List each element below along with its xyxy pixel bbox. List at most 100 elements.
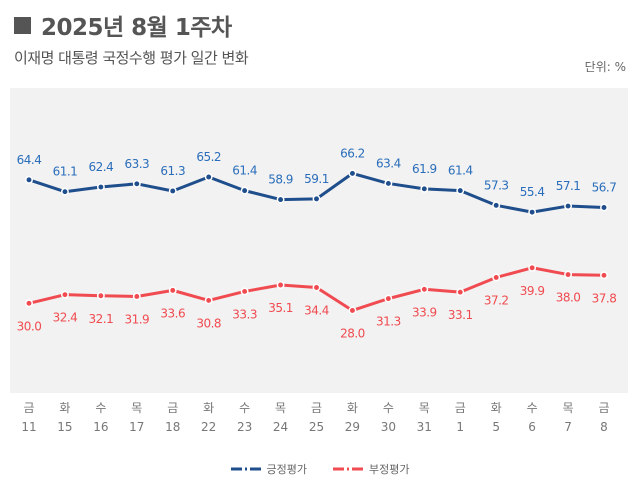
x-tick-label: 18 xyxy=(165,420,180,434)
data-point xyxy=(25,175,33,184)
data-point xyxy=(456,288,465,297)
data-label: 59.1 xyxy=(304,172,329,186)
data-label: 57.3 xyxy=(484,178,509,192)
data-label: 57.1 xyxy=(556,179,581,193)
data-point xyxy=(240,186,249,195)
data-label: 56.7 xyxy=(592,180,617,194)
x-tick-weekday: 금 xyxy=(455,401,466,415)
legend: 긍정평가 부정평가 xyxy=(0,461,640,477)
x-tick-label: 29 xyxy=(345,420,360,434)
x-tick-weekday: 금 xyxy=(311,401,322,415)
x-tick-label: 22 xyxy=(201,420,216,434)
x-tick-weekday: 화 xyxy=(59,401,70,415)
x-tick-label: 1 xyxy=(456,420,464,434)
data-label: 64.4 xyxy=(17,153,42,167)
data-point xyxy=(384,179,393,188)
data-point xyxy=(168,286,177,295)
unit-label: 단위: % xyxy=(584,60,626,74)
data-point xyxy=(60,290,69,299)
data-point xyxy=(204,296,213,305)
data-label: 35.1 xyxy=(268,301,293,315)
x-tick-weekday: 수 xyxy=(95,401,106,415)
data-point xyxy=(132,292,141,301)
x-tick-weekday: 수 xyxy=(527,401,538,415)
data-point xyxy=(420,285,429,294)
data-point xyxy=(528,263,537,272)
data-point xyxy=(348,169,357,178)
data-point xyxy=(276,281,285,289)
x-tick-label: 15 xyxy=(57,420,72,434)
data-label: 32.4 xyxy=(53,311,78,325)
x-tick-label: 7 xyxy=(564,420,572,434)
data-label: 61.9 xyxy=(412,162,437,176)
x-tick-weekday: 화 xyxy=(491,401,502,415)
data-label: 31.3 xyxy=(376,315,401,329)
data-label: 30.0 xyxy=(17,319,42,333)
data-point xyxy=(96,291,105,300)
data-label: 61.3 xyxy=(160,164,185,178)
data-point xyxy=(348,306,357,315)
plot-area xyxy=(10,88,628,393)
data-point xyxy=(600,271,608,280)
data-point xyxy=(492,201,501,210)
x-tick-label: 23 xyxy=(237,420,252,434)
data-point xyxy=(420,184,429,193)
data-label: 62.4 xyxy=(89,160,114,174)
data-point xyxy=(96,183,105,191)
data-point xyxy=(564,202,573,211)
data-point xyxy=(132,179,141,188)
data-label: 66.2 xyxy=(340,146,365,160)
data-label: 33.6 xyxy=(160,306,185,320)
data-label: 33.9 xyxy=(412,305,437,319)
subtitle: 이재명 대통령 국정수행 평가 일간 변화 xyxy=(14,49,249,67)
data-label: 32.1 xyxy=(89,312,114,326)
data-point xyxy=(60,187,69,196)
data-label: 61.4 xyxy=(232,164,257,178)
data-label: 38.0 xyxy=(556,291,581,305)
x-tick-weekday: 금 xyxy=(23,401,34,415)
data-label: 58.9 xyxy=(268,173,293,187)
data-label: 65.2 xyxy=(196,150,221,164)
title-square-icon xyxy=(14,16,31,34)
data-label: 33.3 xyxy=(232,307,257,321)
data-point xyxy=(240,287,249,296)
x-tick-weekday: 목 xyxy=(563,401,574,415)
x-tick-label: 31 xyxy=(417,420,432,434)
legend-label: 긍정평가 xyxy=(266,463,307,476)
data-label: 28.0 xyxy=(340,326,365,340)
data-label: 31.9 xyxy=(124,312,149,326)
data-point xyxy=(204,173,213,181)
data-label: 33.1 xyxy=(448,308,473,322)
data-label: 55.4 xyxy=(520,185,545,199)
data-label: 63.3 xyxy=(124,157,149,171)
data-label: 61.4 xyxy=(448,164,473,178)
data-point xyxy=(25,299,33,308)
legend-item-negative: 부정평가 xyxy=(333,461,409,477)
x-tick-label: 17 xyxy=(129,420,144,434)
data-point xyxy=(564,270,573,279)
x-tick-label: 24 xyxy=(273,420,288,434)
data-label: 37.2 xyxy=(484,293,509,307)
x-tick-label: 30 xyxy=(381,420,396,434)
legend-line-icon xyxy=(230,467,261,471)
data-point xyxy=(492,273,501,282)
legend-line-icon xyxy=(333,467,363,471)
data-point xyxy=(168,187,177,195)
legend-item-positive: 긍정평가 xyxy=(230,461,307,477)
x-tick-label: 8 xyxy=(600,420,608,434)
x-tick-weekday: 목 xyxy=(131,401,142,415)
page-title: 2025년 8월 1주차 xyxy=(14,8,232,42)
legend-label: 부정평가 xyxy=(369,463,410,476)
x-tick-weekday: 금 xyxy=(167,401,178,415)
x-tick-weekday: 수 xyxy=(383,401,394,415)
x-tick-weekday: 화 xyxy=(203,401,214,415)
x-tick-label: 11 xyxy=(21,420,36,434)
data-point xyxy=(456,186,465,195)
title-text: 2025년 8월 1주차 xyxy=(41,15,232,41)
x-tick-weekday: 목 xyxy=(275,401,286,415)
data-point xyxy=(384,294,393,303)
x-tick-label: 5 xyxy=(492,420,500,434)
data-label: 61.1 xyxy=(53,165,78,179)
data-point xyxy=(312,283,321,292)
